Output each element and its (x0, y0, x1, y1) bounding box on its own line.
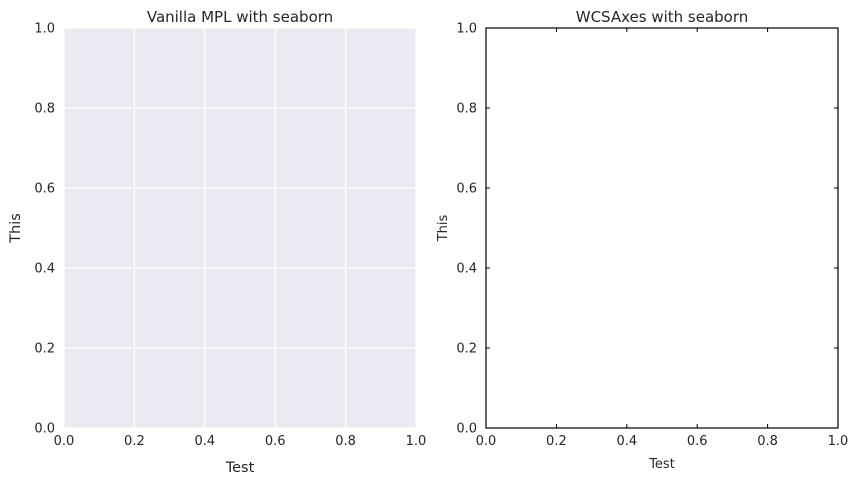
x-tick-label: 0.2 (546, 434, 567, 449)
y-tick-label: 0.8 (34, 102, 55, 117)
x-tick-label: 0.8 (757, 434, 778, 449)
y-tick-label: 0.2 (34, 342, 55, 357)
y-tick-label: 0.4 (456, 262, 477, 277)
x-tick-label: 0.6 (265, 434, 286, 449)
x-tick-label: 0.8 (335, 434, 356, 449)
y-tick-label: 1.0 (456, 22, 477, 37)
y-tick-label: 0.0 (34, 422, 55, 437)
x-tick-label: 0.6 (687, 434, 708, 449)
y-tick-label: 0.0 (456, 422, 477, 437)
x-tick-label: 0.0 (54, 434, 75, 449)
x-tick-label: 0.0 (476, 434, 497, 449)
wcsaxes-y-axis-label: This (436, 214, 451, 242)
y-tick-label: 0.2 (456, 342, 477, 357)
wcsaxes-x-axis-label: Test (648, 457, 675, 472)
y-tick-label: 0.4 (34, 262, 55, 277)
y-tick-label: 0.8 (456, 102, 477, 117)
seaborn-y-axis-label: This (8, 213, 24, 244)
x-tick-label: 0.4 (616, 434, 637, 449)
seaborn-x-tick-labels: 0.0 0.2 0.4 0.6 0.8 1.0 (54, 434, 427, 449)
wcsaxes-panel: 0.0 0.2 0.4 0.6 0.8 1.0 0.0 0.2 0.4 0.6 0.8 1.0 WC… (436, 8, 848, 472)
y-tick-label: 0.6 (34, 182, 55, 197)
wcsaxes-background (486, 28, 838, 428)
seaborn-axes-title: Vanilla MPL with seaborn (147, 8, 333, 26)
seaborn-y-tick-labels: 0.0 0.2 0.4 0.6 0.8 1.0 (34, 22, 55, 437)
x-tick-label: 0.4 (194, 434, 215, 449)
y-tick-label: 0.6 (456, 182, 477, 197)
x-tick-label: 1.0 (406, 434, 427, 449)
seaborn-axes-panel: 0.0 0.2 0.4 0.6 0.8 1.0 0.0 0.2 0.4 0.6 0.8 1.0 Va… (8, 8, 426, 476)
wcsaxes-title: WCSAxes with seaborn (576, 8, 749, 26)
wcsaxes-x-tick-labels: 0.0 0.2 0.4 0.6 0.8 1.0 (476, 434, 849, 449)
seaborn-axes-background (64, 28, 416, 428)
seaborn-x-axis-label: Test (225, 460, 255, 476)
x-tick-label: 1.0 (828, 434, 849, 449)
x-tick-label: 0.2 (124, 434, 145, 449)
seaborn-gridlines (63, 27, 417, 429)
wcsaxes-frame (485, 27, 839, 429)
wcsaxes-y-tick-labels: 0.0 0.2 0.4 0.6 0.8 1.0 (456, 22, 477, 437)
y-tick-label: 1.0 (34, 22, 55, 37)
